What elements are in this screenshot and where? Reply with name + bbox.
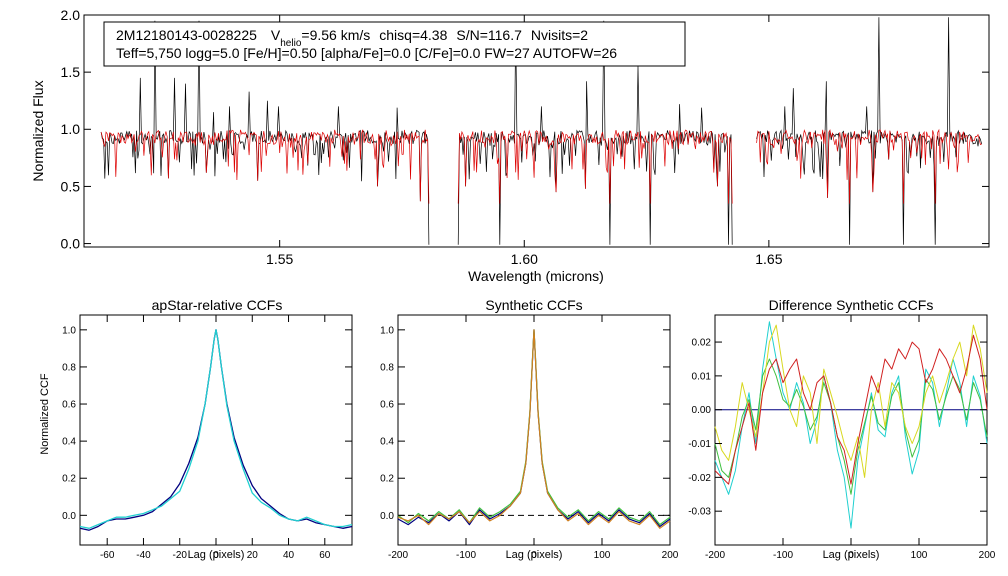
difference-ccf-x-tick-label: 100 (911, 550, 928, 561)
synthetic-ccf-series-visit-2 (397, 329, 671, 526)
difference-ccf-y-tick-label: 0.00 (692, 405, 712, 416)
synthetic-ccf-y-tick-label: 0.6 (380, 400, 394, 411)
difference-ccf-y-tick-label: 0.01 (692, 371, 712, 382)
apstar-ccf-y-tick-label: 0.0 (62, 511, 76, 522)
spectrum-x-tick-label: 1.60 (511, 251, 538, 267)
apstar-ccf-x-tick-label: 0 (213, 550, 219, 561)
synthetic-ccf-x-tick-label: 0 (531, 550, 537, 561)
spectrum-x-axis-label: Wavelength (microns) (468, 268, 604, 284)
apstar-ccf-y-tick-label: 0.8 (62, 362, 76, 373)
synthetic-ccf-x-tick-label: -100 (456, 550, 476, 561)
apstar-ccf-title: apStar-relative CCFs (152, 297, 283, 313)
difference-ccf-x-tick-label: 0 (848, 550, 854, 561)
apstar-ccf-x-axis-label: Lag (pixels) (188, 549, 245, 561)
difference-ccf-x-tick-label: -200 (705, 550, 725, 561)
synthetic-ccf-y-tick-label: 1.0 (380, 325, 394, 336)
info-line-1: 2M12180143-0028225 Vhelio=9.56 km/s chisq=… (116, 27, 588, 49)
apstar-ccf-x-tick-label: -40 (136, 550, 151, 561)
spectrum-x-tick-label: 1.55 (266, 251, 293, 267)
synthetic-ccf-title: Synthetic CCFs (485, 297, 582, 313)
spectrum-plot-frame (83, 14, 990, 248)
synthetic-ccf-x-tick-label: 200 (662, 550, 679, 561)
difference-ccf-x-axis-label: Lag (pixels) (823, 549, 880, 561)
difference-ccf-y-tick-label: -0.02 (688, 473, 711, 484)
apstar-ccf-x-tick-label: -60 (100, 550, 115, 561)
apstar-ccf-y-tick-label: 0.2 (62, 474, 76, 485)
apstar-ccf-series-visit-1 (79, 329, 353, 531)
synthetic-ccf-y-tick-label: 0.2 (380, 474, 394, 485)
synthetic-ccf-series-visit-1 (397, 329, 671, 528)
apstar-ccf-panel: apStar-relative CCFs -60 -40 -20 0 20 40 60 0.0… (39, 297, 353, 561)
difference-ccf-panel: Difference Synthetic CCFs -200 -100 0 100 20… (688, 297, 996, 561)
model-spectrum-line (756, 128, 982, 204)
difference-ccf-title: Difference Synthetic CCFs (769, 297, 934, 313)
difference-ccf-x-tick-label: -100 (773, 550, 793, 561)
synthetic-ccf-lines (397, 329, 671, 529)
spectrum-panel: 1.55 1.60 1.65 0.0 0.5 1.0 1.5 2.0 Wavelength (… (30, 7, 990, 284)
synthetic-ccf-x-axis-label: Lag (pixels) (506, 549, 563, 561)
observed-spectrum-line (756, 17, 983, 245)
vhelio-symbol: V (271, 27, 281, 43)
vhelio-subscript: helio (280, 38, 302, 49)
apstar-ccf-x-tick-label: 20 (247, 550, 259, 561)
synthetic-ccf-panel: Synthetic CCFs -200 -100 0 100 200 0.0 0.2 0.4 0… (380, 297, 679, 561)
synthetic-ccf-y-tick-label: 0.0 (380, 511, 394, 522)
difference-ccf-series-yellow (714, 324, 988, 478)
spectrum-y-axis-label: Normalized Flux (30, 80, 46, 181)
synthetic-ccf-plot-frame (397, 314, 671, 546)
spectrum-axis-ticks: 1.55 1.60 1.65 0.0 0.5 1.0 1.5 2.0 (61, 7, 989, 267)
apstar-ccf-y-tick-label: 0.6 (62, 400, 76, 411)
apstar-ccf-plot-frame (79, 314, 353, 546)
difference-ccf-lines (714, 321, 988, 529)
difference-ccf-series-red (714, 334, 988, 485)
object-id: 2M12180143-0028225 (116, 27, 257, 43)
difference-ccf-series-cyan (714, 321, 988, 529)
snr-value: S/N=116.7 (456, 27, 522, 43)
difference-ccf-y-tick-label: -0.03 (688, 507, 711, 518)
nvisits-value: Nvisits=2 (531, 27, 588, 43)
apstar-ccf-series-visit-2 (79, 329, 353, 529)
synthetic-ccf-axis-ticks: -200 -100 0 100 200 0.0 0.2 0.4 0.6 0.8 1.0 (380, 315, 679, 561)
difference-ccf-y-tick-label: -0.01 (688, 439, 711, 450)
spectrum-y-tick-label: 1.0 (61, 121, 81, 137)
synthetic-ccf-y-tick-label: 0.8 (380, 362, 394, 373)
difference-ccf-x-tick-label: 200 (979, 550, 996, 561)
apstar-ccf-y-tick-label: 0.4 (62, 437, 76, 448)
difference-ccf-series-green (714, 358, 988, 495)
apstar-ccf-y-tick-label: 1.0 (62, 325, 76, 336)
vhelio-value: =9.56 km/s (301, 27, 370, 43)
apstar-ccf-axis-ticks: -60 -40 -20 0 20 40 60 0.0 0.2 0.4 0.6 0.8 1.0 (62, 315, 352, 561)
difference-ccf-y-tick-label: 0.02 (692, 338, 712, 349)
apstar-ccf-y-axis-label: Normalized CCF (39, 373, 51, 455)
model-spectrum-line (457, 129, 733, 204)
spectrum-y-tick-label: 2.0 (61, 7, 81, 23)
synthetic-ccf-series-visit-3 (397, 329, 671, 529)
apstar-ccf-lines (79, 329, 353, 531)
difference-ccf-axis-ticks: -200 -100 0 100 200 -0.03 -0.02 -0.01 0.00 0.01 0.… (688, 315, 996, 561)
info-line-2: Teff=5,750 logg=5.0 [Fe/H]=0.50 [alpha/F… (116, 45, 617, 61)
chisq-value: chisq=4.38 (379, 27, 447, 43)
synthetic-ccf-y-tick-label: 0.4 (380, 437, 394, 448)
synthetic-ccf-x-tick-label: -200 (388, 550, 408, 561)
model-spectrum-line (100, 129, 430, 204)
spectrum-y-tick-label: 0.0 (61, 235, 81, 251)
apstar-ccf-x-tick-label: 60 (319, 550, 331, 561)
info-box (103, 21, 686, 67)
spectrum-lines (100, 17, 983, 245)
spectrum-x-tick-label: 1.65 (755, 251, 782, 267)
apstar-ccf-x-tick-label: -20 (173, 550, 188, 561)
spectrum-y-tick-label: 0.5 (61, 178, 81, 194)
synthetic-ccf-x-tick-label: 100 (594, 550, 611, 561)
apstar-ccf-x-tick-label: 40 (283, 550, 295, 561)
spectrum-y-tick-label: 1.5 (61, 64, 81, 80)
